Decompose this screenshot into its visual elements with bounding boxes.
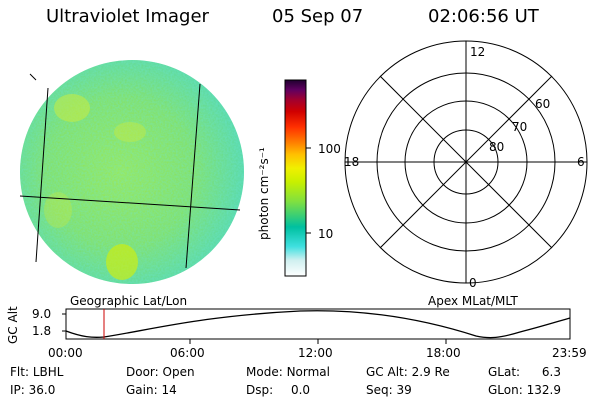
info-seq: Seq: 39: [366, 383, 412, 397]
colorbar: [284, 79, 311, 277]
xtick-0600: 06:00: [170, 346, 205, 360]
geographic-label: Geographic Lat/Lon: [70, 294, 188, 308]
altitude-plot: [62, 308, 571, 344]
mlt-label-0: 0: [469, 276, 477, 290]
altitude-ylabel: GC Alt: [6, 306, 20, 344]
mlat-label-80: 80: [489, 140, 505, 154]
info-ip: IP: 36.0: [10, 383, 56, 397]
date-label: 05 Sep 07: [272, 6, 364, 27]
info-gain: Gain: 14: [126, 383, 177, 397]
info-door: Door: Open: [126, 365, 195, 379]
mlt-label-12: 12: [470, 45, 486, 59]
xtick-1800: 18:00: [426, 346, 461, 360]
colorbar-unit-label: photon cm⁻²s⁻¹: [257, 147, 271, 240]
xtick-2359: 23:59: [552, 346, 587, 360]
mlt-label-6: 6: [577, 155, 585, 169]
colorbar-tick-100: 100: [318, 142, 341, 156]
info-flt: Flt: LBHL: [10, 365, 64, 379]
uv-earth-disk: [20, 60, 244, 284]
info-mode: Mode: Normal: [246, 365, 330, 379]
info-glon: GLon: 132.9: [488, 383, 561, 397]
instrument-title: Ultraviolet Imager: [46, 6, 209, 27]
apex-label: Apex MLat/MLT: [428, 294, 518, 308]
xtick-0000: 00:00: [48, 346, 83, 360]
mlat-label-60: 60: [535, 97, 551, 111]
mlat-label-70: 70: [512, 120, 528, 134]
xtick-1200: 12:00: [298, 346, 333, 360]
time-label: 02:06:56 UT: [428, 6, 539, 27]
colorbar-tick-10: 10: [318, 227, 334, 241]
info-dsp: Dsp: 0.0: [246, 383, 311, 397]
info-glat: GLat: 6.3: [488, 365, 562, 379]
altitude-ytick-1-8: 1.8: [32, 324, 52, 338]
geographic-grid-lines: [19, 73, 241, 269]
info-gc-alt: GC Alt: 2.9 Re: [366, 365, 450, 379]
altitude-ytick-9: 9.0: [32, 307, 52, 321]
mlt-label-18: 18: [344, 155, 360, 169]
polar-grid: [344, 40, 588, 284]
